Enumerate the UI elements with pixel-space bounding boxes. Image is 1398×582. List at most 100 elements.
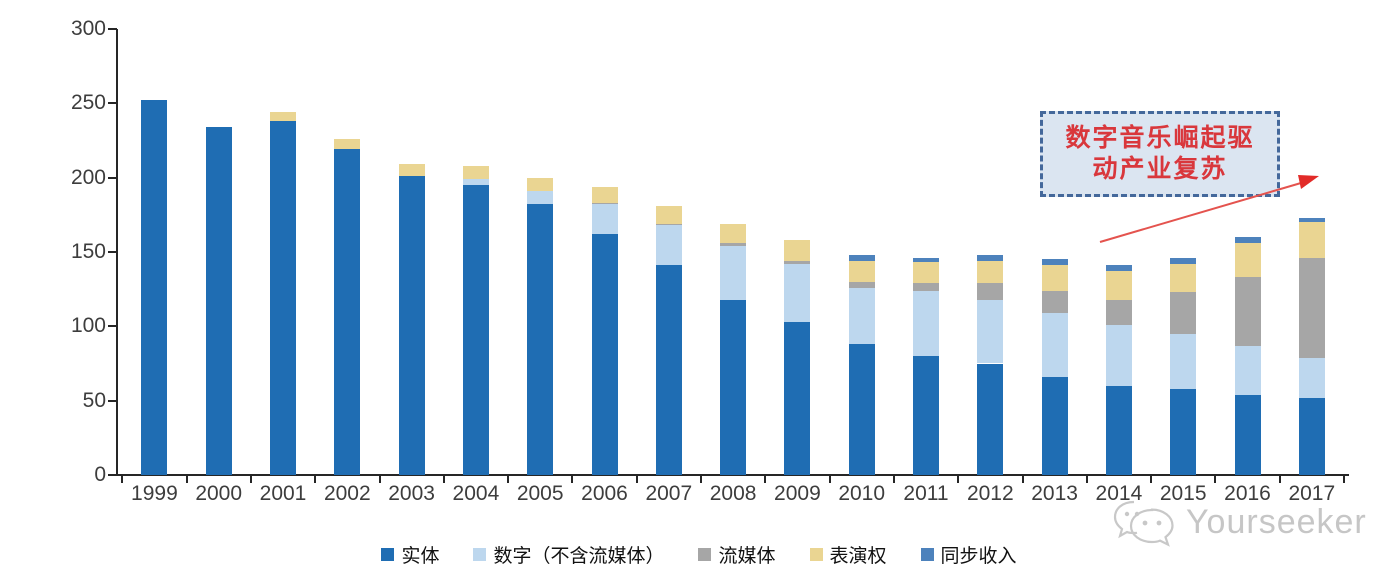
x-axis-tick [378,476,381,483]
bar-2012-physical [977,363,1004,475]
bar-2005-digital [527,191,554,205]
bar-2008-performance [720,223,747,244]
bar-2007-performance [655,205,682,224]
x-axis-label-2007: 2007 [645,482,693,505]
x-axis-tick [764,476,767,483]
bar-2009-digital [784,263,811,322]
x-axis-tick [700,476,702,483]
legend-item-streaming: 流媒体 [698,541,776,568]
x-axis-tick [507,476,510,483]
bar-2010-physical [848,344,875,475]
y-axis-tick [108,399,117,402]
bar-2008-physical [720,299,747,475]
bar-2006-physical [591,234,618,475]
bar-2009-performance [784,240,811,261]
x-axis-label-2005: 2005 [516,482,564,505]
x-axis-tick [828,476,831,483]
legend-label-physical: 实体 [401,546,440,567]
bar-2012-streaming [977,283,1004,300]
legend: 实体 数字（不含流媒体） 流媒体 表演权 同步收入 [0,541,1398,568]
bar-2014-streaming [1105,299,1132,325]
bar-2007-streaming [655,223,682,226]
bar-2000-physical [205,127,232,475]
bar-2005-performance [527,177,554,192]
bar-2015-performance [1170,263,1197,293]
x-axis-tick [1150,476,1153,483]
x-axis-tick [1021,476,1024,483]
bar-2014-sync [1105,265,1132,272]
bar-2013-performance [1041,265,1068,291]
bar-2014-physical [1105,385,1132,475]
x-axis-tick [1214,476,1217,483]
legend-swatch-digital [473,548,487,561]
x-axis-tick [249,476,252,483]
legend-swatch-streaming [698,548,712,561]
x-axis-tick [957,476,960,483]
legend-swatch-physical [381,548,395,561]
y-axis-line [116,29,118,476]
x-axis-label-2004: 2004 [452,482,500,505]
x-axis-label-2009: 2009 [774,482,821,505]
bar-2001-performance [270,112,296,122]
bar-2003-performance [398,164,425,177]
x-axis-label-2017: 2017 [1288,482,1336,505]
bar-2017-streaming [1298,257,1325,358]
x-axis-label-2013: 2013 [1031,482,1078,505]
x-axis-tick [1085,476,1088,483]
legend-label-performance: 表演权 [829,546,887,567]
x-axis-tick [121,476,124,483]
annotation-text-line1: 数字音乐崛起驱 [1065,124,1255,152]
y-axis-tick [108,474,117,476]
bar-2017-performance [1298,222,1325,258]
bar-2014-performance [1105,271,1132,300]
bar-2017-sync [1298,217,1325,223]
bar-2014-digital [1105,324,1132,386]
bar-2006-performance [591,186,618,203]
x-axis-label-2014: 2014 [1095,482,1143,505]
legend-item-physical: 实体 [381,541,439,568]
y-axis-tick [108,325,117,328]
bar-2004-physical [462,185,489,475]
bar-2016-streaming [1234,277,1261,346]
y-axis-label: 250 [70,91,106,115]
bar-2010-performance [848,260,875,282]
y-axis-label: 0 [94,463,106,486]
y-axis-label: 150 [70,240,106,263]
x-axis-label-2003: 2003 [388,482,435,505]
bar-2011-performance [913,262,939,284]
yourseeker-logo-icon [1113,500,1174,547]
bar-2009-streaming [784,260,811,264]
x-axis-label-2015: 2015 [1159,482,1207,505]
x-axis-tick [314,476,317,483]
legend-label-digital: 数字（不含流媒体） [493,546,665,567]
legend-item-sync: 同步收入 [920,541,1017,568]
x-axis-label-2012: 2012 [966,482,1014,505]
y-axis-label: 100 [70,314,106,338]
x-axis-tick [1278,476,1281,483]
bar-2011-streaming [913,283,939,291]
x-axis-label-2008: 2008 [709,482,757,505]
x-axis-tick [185,476,188,483]
legend-swatch-performance [809,548,823,561]
x-axis-tick [571,476,574,483]
bar-2007-digital [655,225,682,266]
bar-2010-digital [848,287,875,345]
bar-2008-digital [720,246,747,300]
annotation-box: 数字音乐崛起驱 动产业复苏 [1040,111,1280,197]
bar-2016-sync [1234,237,1261,244]
bar-2002-performance [334,139,361,150]
x-axis-label-2000: 2000 [195,482,243,505]
bar-2011-digital [913,290,939,357]
bar-2007-physical [655,265,682,475]
bar-2016-performance [1234,243,1261,278]
bar-2003-physical [398,176,425,475]
x-axis-label-2006: 2006 [581,482,628,505]
bar-2012-digital [977,299,1004,364]
bar-2013-digital [1041,312,1068,377]
x-axis-label-2002: 2002 [323,482,371,505]
bar-2004-digital [462,179,489,186]
legend-label-streaming: 流媒体 [718,546,776,567]
y-axis-label: 50 [82,388,106,412]
x-axis-tick [635,476,638,483]
